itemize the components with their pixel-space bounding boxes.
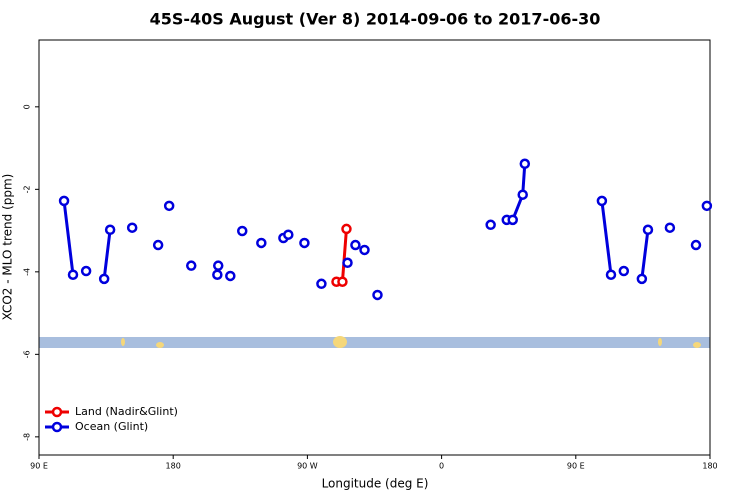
point: [299, 237, 310, 249]
point: [690, 239, 702, 251]
point: [185, 260, 197, 271]
map-strip: [39, 336, 710, 348]
x-tick-label: 180: [702, 462, 717, 471]
point: [104, 224, 116, 236]
point: [212, 260, 224, 271]
point: [126, 222, 138, 233]
point: [212, 269, 223, 280]
y-tick-label: -2: [23, 185, 32, 193]
point: [337, 276, 348, 287]
point: [225, 270, 236, 282]
plot-frame: [38, 39, 711, 456]
point: [636, 273, 648, 285]
x-tick-label: 90 E: [567, 462, 585, 471]
point: [485, 219, 496, 231]
point: [256, 237, 267, 249]
point: [283, 229, 294, 240]
point: [163, 200, 175, 212]
y-tick-label: -6: [23, 350, 32, 358]
point: [664, 222, 676, 233]
point: [98, 273, 110, 285]
point: [342, 257, 353, 269]
point: [618, 265, 630, 277]
point: [596, 195, 608, 207]
point: [517, 189, 528, 200]
legend-label: Land (Nadir&Glint): [75, 405, 178, 418]
legend-label: Ocean (Glint): [75, 420, 148, 433]
point: [341, 223, 352, 235]
point: [372, 289, 383, 301]
point: [507, 214, 518, 226]
legend-marker: [51, 406, 63, 418]
point: [152, 239, 164, 251]
point: [701, 200, 713, 212]
point: [80, 265, 92, 277]
x-axis-title: Longitude (deg E): [322, 477, 429, 491]
point: [359, 244, 370, 256]
point: [350, 239, 361, 251]
chart-title: 45S-40S August (Ver 8) 2014-09-06 to 201…: [150, 10, 601, 29]
x-tick-label: 90 E: [30, 462, 48, 471]
point: [642, 224, 654, 236]
point: [67, 269, 79, 280]
x-tick-label: 90 W: [297, 462, 318, 471]
y-tick-label: -8: [23, 433, 32, 441]
y-axis-title: XCO2 - MLO trend (ppm): [1, 174, 15, 321]
y-tick-label: -4: [23, 268, 32, 276]
point: [605, 269, 617, 280]
legend-marker: [51, 421, 63, 433]
point: [236, 225, 248, 237]
point: [58, 195, 70, 207]
point: [519, 158, 531, 170]
x-tick-label: 180: [166, 462, 181, 471]
x-tick-label: 0: [439, 462, 444, 471]
point: [316, 278, 327, 290]
y-tick-label: 0: [23, 104, 32, 109]
